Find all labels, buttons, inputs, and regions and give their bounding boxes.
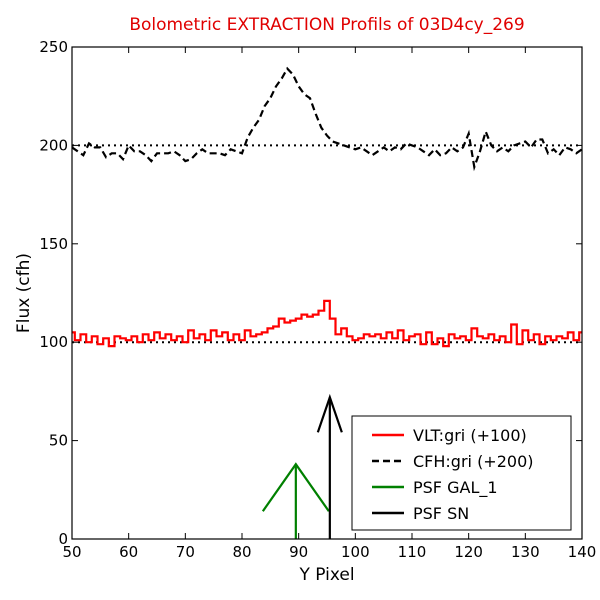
y-axis-label: Flux (cfh): [14, 253, 34, 333]
legend: VLT:gri (+100) CFH:gri (+200) PSF GAL_1 PSF…: [351, 415, 572, 531]
legend-entry: CFH:gri (+200): [413, 452, 534, 471]
y-tick-label: 50: [49, 432, 68, 450]
x-tick-label: 100: [341, 543, 370, 561]
x-tick-label: 140: [568, 543, 597, 561]
y-tick-label: 250: [39, 38, 68, 56]
legend-entry: VLT:gri (+100): [413, 426, 527, 445]
y-tick-label: 150: [39, 235, 68, 253]
y-axis: 0 50 100 150 200 250: [39, 38, 582, 548]
series-vlt-line: [72, 299, 582, 348]
x-tick-label: 60: [119, 543, 138, 561]
psf-gal-marker: [261, 462, 330, 539]
y-tick-label: 200: [39, 136, 68, 154]
x-tick-label: 110: [398, 543, 427, 561]
legend-entry: PSF GAL_1: [413, 478, 498, 498]
x-axis: 50 60 70 80 90 100 110 120 130 140: [62, 47, 596, 561]
psf-sn-marker: [316, 393, 343, 539]
x-tick-label: 70: [176, 543, 195, 561]
x-tick-label: 50: [62, 543, 81, 561]
legend-entry: PSF SN: [413, 504, 469, 523]
x-tick-label: 120: [454, 543, 483, 561]
x-tick-label: 80: [232, 543, 251, 561]
plot-area: [71, 46, 583, 540]
y-tick-label: 0: [58, 530, 68, 548]
series-cfh-line: [72, 66, 582, 172]
x-tick-label: 130: [511, 543, 540, 561]
plot-frame: [71, 46, 583, 540]
x-axis-label: Y Pixel: [298, 565, 354, 585]
x-tick-label: 90: [289, 543, 308, 561]
chart-title: Bolometric EXTRACTION Profils of 03D4cy_…: [129, 15, 524, 35]
y-tick-label: 100: [39, 333, 68, 351]
